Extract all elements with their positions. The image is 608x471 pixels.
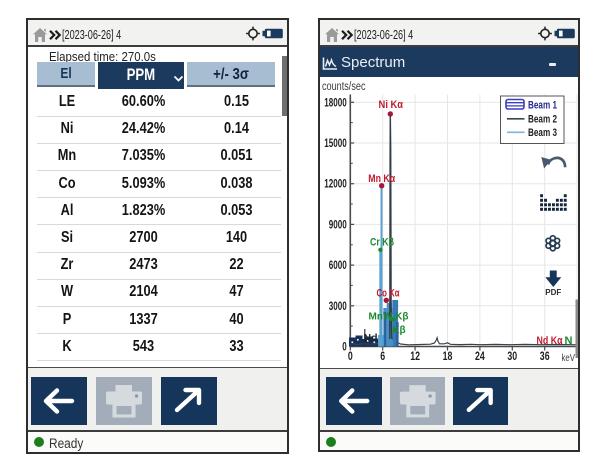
svg-text:30: 30	[507, 351, 517, 363]
svg-text:N: N	[564, 335, 572, 347]
svg-text:6: 6	[380, 351, 385, 363]
svg-text:keV: keV	[561, 352, 575, 364]
svg-text:6000: 6000	[328, 258, 346, 272]
svg-text:MnW Kβ: MnW Kβ	[368, 312, 408, 323]
svg-text:Beam 3: Beam 3	[528, 127, 557, 139]
svg-text:0: 0	[347, 351, 352, 363]
svg-text:Beam 2: Beam 2	[528, 113, 557, 125]
svg-text:9000: 9000	[328, 217, 346, 231]
svg-text:counts/sec: counts/sec	[322, 81, 366, 93]
svg-text:Nd: Nd	[363, 332, 377, 344]
svg-text:3000: 3000	[328, 299, 346, 313]
svg-text:18: 18	[442, 351, 452, 363]
svg-text:Co Kα: Co Kα	[376, 288, 399, 300]
svg-text:Mn Kα: Mn Kα	[368, 173, 395, 185]
svg-text:Beam 1: Beam 1	[528, 99, 557, 111]
svg-text:12: 12	[410, 351, 420, 363]
svg-text:12000: 12000	[324, 177, 347, 191]
svg-text:18000: 18000	[324, 95, 347, 109]
svg-text:PDF: PDF	[545, 288, 561, 297]
svg-text:15000: 15000	[324, 136, 347, 150]
svg-text:36: 36	[539, 351, 549, 363]
svg-text:Cr Kβ: Cr Kβ	[370, 237, 394, 249]
svg-text:Nd Kα: Nd Kα	[536, 335, 562, 347]
svg-text:Kβ: Kβ	[392, 325, 405, 336]
svg-text:Ni Kα: Ni Kα	[378, 99, 403, 111]
svg-text:24: 24	[475, 351, 485, 363]
svg-text:0: 0	[342, 340, 347, 354]
